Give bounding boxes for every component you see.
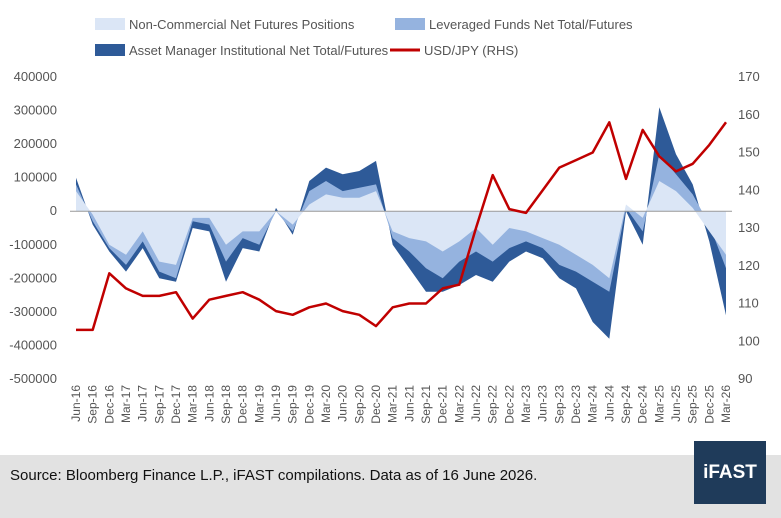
usdjpy-line [76,121,728,332]
legend-swatch [395,18,425,30]
y-left-tick-label: 300000 [14,103,57,118]
ifast-logo: iFAST [694,441,766,504]
x-tick-label: Jun-25 [669,385,683,422]
x-tick-label: Mar-18 [186,385,200,423]
x-tick-label: Mar-19 [252,385,266,423]
legend-label: USD/JPY (RHS) [424,43,518,58]
x-tick-label: Mar-21 [386,385,400,423]
x-tick-label: Mar-20 [319,385,333,423]
legend-entry: Leveraged Funds Net Total/Futures [395,17,633,32]
area-series [76,181,726,279]
x-tick-label: Dec-19 [302,385,316,424]
x-tick-label: Dec-25 [702,385,716,424]
y-left-tick-label: 200000 [14,136,57,151]
x-tick-label: Mar-26 [719,385,733,423]
x-tick-label: Dec-17 [169,385,183,424]
x-tick-label: Sep-16 [86,385,100,424]
x-tick-label: Sep-25 [686,385,700,424]
chart-area: Non-Commercial Net Futures Positions Leve… [9,17,760,424]
y-left-tick-label: -400000 [9,337,57,352]
y-right-tick-label: 100 [738,333,760,348]
y-left-tick-label: -200000 [9,270,57,285]
y-left-tick-label: 400000 [14,69,57,84]
footer-bar: Source: Bloomberg Finance L.P., iFAST co… [0,455,781,518]
y-left-tick-label: -500000 [9,371,57,386]
x-tick-label: Jun-16 [69,385,83,422]
x-tick-label: Mar-17 [119,385,133,423]
x-tick-label: Dec-20 [369,385,383,424]
x-tick-label: Dec-21 [436,385,450,424]
legend-label: Asset Manager Institutional Net Total/Fu… [129,43,389,58]
x-tick-label: Jun-18 [202,385,216,422]
x-tick-label: Dec-16 [102,385,116,424]
y-right-tick-label: 130 [738,220,760,235]
x-tick-label: Jun-22 [469,385,483,422]
y-right-tick-label: 90 [738,371,752,386]
y-right-tick-label: 140 [738,182,760,197]
x-tick-label: Dec-23 [569,385,583,424]
x-tick-label: Jun-17 [136,385,150,422]
legend-label: Non-Commercial Net Futures Positions [129,17,355,32]
x-tick-label: Jun-19 [269,385,283,422]
y-right-tick-label: 120 [738,258,760,273]
x-tick-label: Jun-20 [336,385,350,422]
y-left-tick-label: 100000 [14,170,57,185]
source-note: Source: Bloomberg Finance L.P., iFAST co… [10,467,538,484]
x-tick-label: Mar-22 [452,385,466,423]
x-tick-label: Sep-24 [619,385,633,424]
y-left-tick-label: -300000 [9,304,57,319]
legend-entry: Asset Manager Institutional Net Total/Fu… [95,43,389,58]
legend-swatch [95,18,125,30]
x-tick-label: Sep-18 [219,385,233,424]
x-tick-label: Dec-18 [236,385,250,424]
x-tick-label: Dec-22 [502,385,516,424]
x-tick-label: Jun-23 [536,385,550,422]
x-tick-label: Mar-24 [586,385,600,423]
legend-label: Leveraged Funds Net Total/Futures [429,17,633,32]
y-right-tick-label: 150 [738,145,760,160]
x-tick-label: Sep-22 [486,385,500,424]
x-tick-label: Sep-17 [152,385,166,424]
legend-entry: USD/JPY (RHS) [390,43,518,58]
y-left-tick-label: 0 [50,203,57,218]
y-right-tick-label: 170 [738,69,760,84]
x-tick-label: Jun-21 [402,385,416,422]
x-tick-label: Sep-21 [419,385,433,424]
x-tick-label: Sep-19 [286,385,300,424]
y-right-tick-label: 110 [738,296,759,311]
x-tick-label: Sep-20 [352,385,366,424]
x-tick-label: Mar-23 [519,385,533,423]
legend-entry: Non-Commercial Net Futures Positions [95,17,355,32]
x-tick-label: Mar-25 [652,385,666,423]
x-tick-label: Dec-24 [636,385,650,424]
legend-swatch [95,44,125,56]
x-tick-label: Jun-24 [602,385,616,422]
chart-svg: Non-Commercial Net Futures Positions Leve… [9,17,760,424]
x-tick-label: Sep-23 [552,385,566,424]
y-left-tick-label: -100000 [9,237,57,252]
y-right-tick-label: 160 [738,107,760,122]
